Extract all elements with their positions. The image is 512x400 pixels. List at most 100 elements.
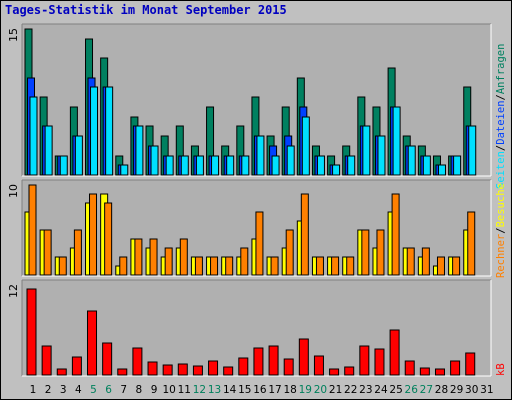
bar-rechner-day-5 — [89, 193, 98, 276]
bar-rechner-day-6 — [104, 202, 113, 276]
bar-rechner-day-20 — [315, 256, 324, 276]
bar-kb-day-5 — [87, 310, 98, 376]
bar-rechner-day-29 — [452, 256, 461, 276]
x-tick-label-day-31: 31 — [480, 384, 493, 396]
bar-rechner-day-23 — [361, 229, 370, 276]
bar-seiten-day-28 — [437, 164, 446, 176]
bar-seiten-day-23 — [362, 125, 371, 176]
y-tick-label-top: 15 — [7, 28, 20, 42]
bar-kb-day-27 — [419, 367, 430, 376]
bar-rechner-day-21 — [331, 256, 340, 276]
x-tick-label-day-4: 4 — [75, 384, 82, 396]
bar-seiten-day-19 — [301, 116, 310, 176]
bar-seiten-day-8 — [135, 125, 144, 176]
bar-rechner-day-18 — [285, 229, 294, 276]
bar-kb-day-14 — [223, 366, 234, 376]
bar-kb-day-21 — [329, 368, 340, 376]
bar-seiten-day-29 — [453, 155, 462, 176]
bar-kb-day-13 — [208, 360, 219, 376]
bar-rechner-day-2 — [43, 229, 52, 276]
bar-seiten-day-24 — [377, 135, 386, 176]
bar-kb-day-28 — [434, 368, 445, 376]
bar-seiten-day-27 — [422, 155, 431, 176]
bar-kb-day-16 — [253, 347, 264, 376]
bar-seiten-day-6 — [105, 86, 114, 176]
bar-seiten-day-2 — [44, 125, 53, 176]
x-tick-label-day-18: 18 — [284, 384, 297, 396]
bar-rechner-day-8 — [134, 238, 143, 276]
bar-rechner-day-16 — [255, 211, 264, 276]
x-tick-label-day-26: 26 — [405, 384, 419, 396]
bar-rechner-day-24 — [376, 229, 385, 276]
bar-kb-day-30 — [465, 352, 476, 376]
bar-rechner-day-7 — [119, 256, 128, 276]
bar-rechner-day-1 — [28, 184, 37, 276]
bar-kb-day-6 — [102, 342, 113, 376]
bar-seiten-day-12 — [195, 155, 204, 176]
x-tick-label-day-3: 3 — [60, 384, 67, 396]
x-tick-label-day-8: 8 — [136, 384, 143, 396]
bar-seiten-day-18 — [286, 145, 295, 176]
bar-kb-day-24 — [374, 348, 385, 376]
bar-seiten-day-1 — [29, 96, 38, 176]
bar-kb-day-12 — [192, 365, 203, 376]
bar-rechner-day-12 — [194, 256, 203, 276]
y-tick-label-middle: 10 — [7, 184, 20, 198]
bar-seiten-day-4 — [74, 135, 83, 176]
x-tick-label-day-19: 19 — [299, 384, 312, 396]
legend-top-part: Anfragen — [495, 44, 507, 95]
bar-rechner-day-10 — [164, 247, 173, 276]
bar-rechner-day-11 — [179, 238, 188, 276]
bar-seiten-day-21 — [332, 164, 341, 176]
page-title: Tages-Statistik im Monat September 2015 — [5, 3, 287, 17]
x-tick-label-day-22: 22 — [344, 384, 357, 396]
bar-seiten-day-17 — [271, 155, 280, 176]
bar-kb-day-25 — [389, 329, 400, 376]
legend-middle-part: / — [495, 227, 507, 233]
bar-rechner-day-28 — [436, 256, 445, 276]
x-tick-label-day-13: 13 — [208, 384, 221, 396]
bar-kb-day-19 — [298, 338, 309, 376]
x-tick-label-day-5: 5 — [90, 384, 97, 396]
bar-rechner-day-26 — [406, 247, 415, 276]
legend-top: Seiten/Dateien/Anfragen — [495, 44, 507, 189]
bar-kb-day-1 — [26, 288, 37, 376]
bar-kb-day-7 — [117, 368, 128, 376]
x-tick-label-day-10: 10 — [162, 384, 175, 396]
bar-rechner-day-19 — [300, 193, 309, 276]
bar-rechner-day-25 — [391, 193, 400, 276]
x-tick-label-day-14: 14 — [223, 384, 237, 396]
bar-rechner-day-9 — [149, 238, 158, 276]
bar-kb-day-11 — [177, 363, 188, 376]
x-tick-label-day-1: 1 — [30, 384, 37, 396]
bar-kb-day-17 — [268, 345, 279, 376]
legend-bottom: kB — [495, 363, 507, 376]
x-tick-label-day-30: 30 — [465, 384, 478, 396]
bar-rechner-day-27 — [421, 247, 430, 276]
legend-middle-part: Rechner — [495, 234, 507, 278]
bar-kb-day-29 — [450, 360, 461, 376]
bar-rechner-day-30 — [467, 211, 476, 276]
x-tick-label-day-7: 7 — [120, 384, 127, 396]
bar-rechner-day-15 — [240, 247, 249, 276]
bar-seiten-day-30 — [468, 125, 477, 176]
x-tick-label-day-23: 23 — [359, 384, 372, 396]
bar-seiten-day-20 — [316, 155, 325, 176]
bar-kb-day-20 — [313, 355, 324, 376]
bar-kb-day-3 — [56, 368, 67, 376]
bar-seiten-day-7 — [120, 164, 129, 176]
bar-seiten-day-14 — [226, 155, 235, 176]
bar-rechner-day-22 — [346, 256, 355, 276]
bar-seiten-day-15 — [241, 155, 250, 176]
x-tick-label-day-11: 11 — [178, 384, 191, 396]
bar-rechner-day-4 — [73, 229, 82, 276]
x-tick-label-day-17: 17 — [268, 384, 281, 396]
bar-kb-day-9 — [147, 361, 158, 376]
x-tick-label-day-29: 29 — [450, 384, 463, 396]
bar-seiten-day-9 — [150, 145, 159, 176]
x-tick-label-day-25: 25 — [389, 384, 402, 396]
x-tick-label-day-6: 6 — [105, 384, 112, 396]
x-tick-label-day-12: 12 — [193, 384, 206, 396]
x-tick-label-day-20: 20 — [314, 384, 327, 396]
legend-top-part: Seiten — [495, 151, 507, 189]
